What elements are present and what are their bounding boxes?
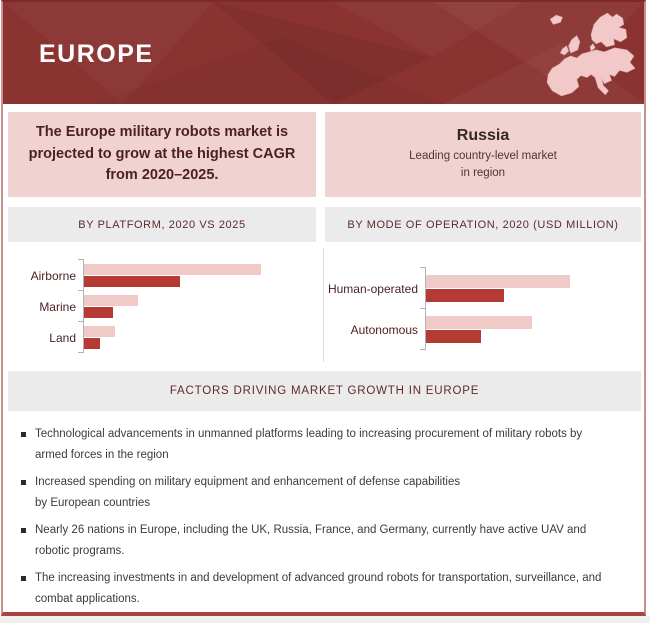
factor-item: Increased spending on military equipment… [21, 472, 626, 514]
chart-category-label: Autonomous [350, 322, 418, 337]
factor-item: Technological advancements in unmanned p… [21, 424, 626, 466]
leading-country-subtitle: Leading country-level market in region [409, 150, 557, 179]
chart-category-label: Airborne [30, 268, 76, 283]
page-title: EUROPE [39, 40, 154, 68]
chart-panel-divider [323, 248, 324, 362]
factor-text: Increased spending on military equipment… [35, 476, 461, 509]
cagr-highlight-text: The Europe military robots market is pro… [28, 123, 296, 184]
bullet-square-icon [21, 480, 26, 485]
leading-country-name: Russia [456, 127, 510, 145]
bullet-square-icon [21, 528, 26, 533]
chart-category-label: Land [49, 330, 76, 345]
bar-dark [426, 289, 504, 302]
chart-row: Human-operated [325, 267, 641, 309]
leading-country-box: Russia Leading country-level market in r… [325, 112, 641, 197]
chart-row: Marine [8, 290, 316, 322]
bullet-square-icon [21, 432, 26, 437]
factor-item: The increasing investments in and develo… [21, 568, 626, 610]
lowpoly-background [93, 2, 644, 104]
factor-item: Nearly 26 nations in Europe, including t… [21, 520, 626, 562]
bottom-shadow-strip [0, 616, 650, 623]
chart-row: Land [8, 321, 316, 353]
bar-2020 [84, 276, 180, 287]
mode-bar-chart: Human-operated Autonomous [325, 246, 641, 368]
europe-map-icon [540, 12, 638, 98]
bar-light [426, 316, 532, 329]
charts-row: Airborne Marine Land Human-operated Autonom… [8, 246, 641, 368]
bar-2020 [84, 307, 113, 318]
bar-2025 [84, 326, 115, 337]
chart-bar-group [78, 259, 316, 291]
platform-section-header: BY PLATFORM, 2020 VS 2025 [8, 207, 316, 242]
factor-text: Nearly 26 nations in Europe, including t… [35, 524, 587, 557]
platform-bar-chart: Airborne Marine Land [8, 246, 316, 368]
chart-category-label: Human-operated [327, 281, 418, 296]
bar-dark [426, 330, 481, 343]
highlight-row: The Europe military robots market is pro… [8, 112, 641, 197]
factor-text: Technological advancements in unmanned p… [35, 428, 583, 461]
chart-category-label: Marine [39, 299, 76, 314]
chart-bar-group [420, 267, 641, 309]
chart-bar-group [420, 308, 641, 350]
bar-2025 [84, 264, 261, 275]
mode-section-header: BY MODE OF OPERATION, 2020 (USD MILLION) [325, 207, 641, 242]
factors-banner: FACTORS DRIVING MARKET GROWTH IN EUROPE [8, 371, 641, 411]
chart-bar-group [78, 290, 316, 322]
chart-row: Airborne [8, 259, 316, 291]
cagr-highlight-box: The Europe military robots market is pro… [8, 112, 316, 197]
chart-bar-group [78, 321, 316, 353]
bullet-square-icon [21, 576, 26, 581]
bar-2020 [84, 338, 100, 349]
factor-text: The increasing investments in and develo… [35, 572, 602, 605]
region-header: EUROPE [3, 2, 644, 104]
section-header-row: BY PLATFORM, 2020 VS 2025 BY MODE OF OPE… [8, 207, 641, 242]
factors-list: Technological advancements in unmanned p… [21, 424, 626, 610]
chart-row: Autonomous [325, 308, 641, 350]
bar-light [426, 275, 570, 288]
bar-2025 [84, 295, 138, 306]
